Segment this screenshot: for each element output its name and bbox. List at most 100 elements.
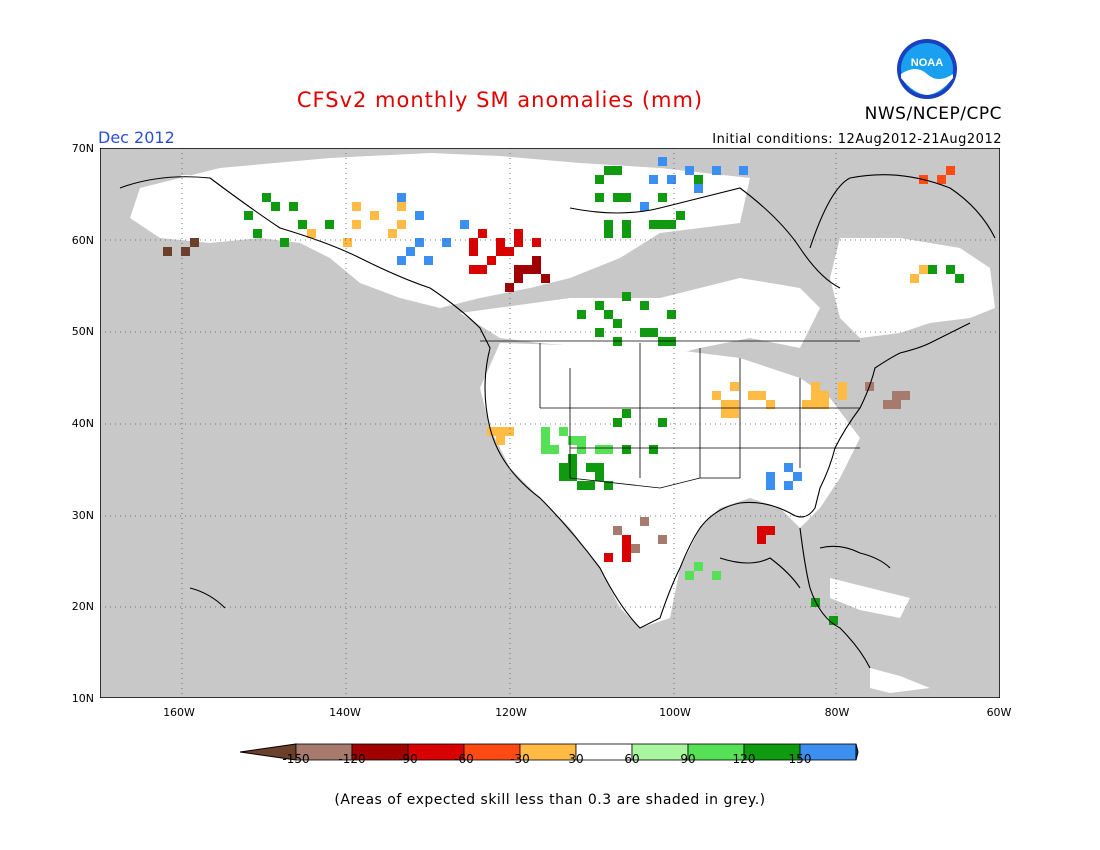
lat-label-10n: 10N	[71, 692, 94, 705]
anomaly-cell	[217, 202, 226, 211]
colorbar-arrow-high	[855, 743, 859, 761]
graticule	[100, 148, 1000, 698]
anomaly-cell	[577, 445, 586, 454]
anomaly-cell	[460, 220, 469, 229]
anomaly-cell	[550, 445, 559, 454]
anomaly-cell	[478, 265, 487, 274]
anomaly-cell	[514, 265, 523, 274]
anomaly-cell	[496, 247, 505, 256]
anomaly-cell	[604, 310, 613, 319]
colorbar-tick-label: -90	[398, 752, 418, 766]
lat-label-50n: 50N	[71, 325, 94, 338]
anomaly-cell	[478, 229, 487, 238]
anomaly-cell	[253, 184, 262, 193]
lat-label-60n: 60N	[71, 234, 94, 247]
anomaly-cell	[658, 535, 667, 544]
anomaly-cell	[577, 481, 586, 490]
anomaly-cell	[541, 274, 550, 283]
colorbar-tick-label: 30	[568, 752, 584, 766]
anomaly-cell	[712, 571, 721, 580]
anomaly-cell	[613, 193, 622, 202]
anomaly-cell	[469, 265, 478, 274]
agency-label: NWS/NCEP/CPC	[864, 104, 1002, 124]
anomaly-cell	[469, 247, 478, 256]
colorbar-tick-label: -150	[282, 752, 310, 766]
anomaly-cell	[424, 256, 433, 265]
logo-text: NOAA	[911, 57, 943, 69]
anomaly-cell	[622, 553, 631, 562]
anomaly-cell	[622, 409, 631, 418]
anomaly-cell	[595, 463, 604, 472]
anomaly-cell	[397, 202, 406, 211]
anomaly-cell	[712, 391, 721, 400]
lon-label-60w: 60W	[986, 706, 1012, 719]
anomaly-cell	[685, 166, 694, 175]
anomaly-cell	[622, 220, 631, 229]
anomaly-cell	[613, 166, 622, 175]
lon-label-100w: 100W	[659, 706, 691, 719]
anomaly-cell	[730, 382, 739, 391]
anomaly-cell	[496, 238, 505, 247]
anomaly-cell	[352, 202, 361, 211]
lat-label-40n: 40N	[71, 417, 94, 430]
lon-label-80w: 80W	[824, 706, 850, 719]
colorbar-tick-label: 120	[732, 752, 756, 766]
anomaly-cell	[946, 265, 955, 274]
anomaly-cell	[658, 193, 667, 202]
anomaly-cell	[883, 400, 892, 409]
anomaly-cell	[631, 544, 640, 553]
anomaly-cell	[442, 238, 451, 247]
colorbar-tick-label: 90	[680, 752, 696, 766]
anomaly-cell	[397, 193, 406, 202]
anomaly-cell	[406, 247, 415, 256]
anomaly-cell	[613, 319, 622, 328]
anomaly-cell	[595, 472, 604, 481]
anomaly-cell	[595, 445, 604, 454]
anomaly-cell	[820, 391, 829, 400]
lon-label-160w: 160W	[163, 706, 195, 719]
chart-title: CFSv2 monthly SM anomalies (mm)	[296, 88, 704, 112]
anomaly-cell	[622, 193, 631, 202]
anomaly-cell	[514, 274, 523, 283]
colorbar-tick-label: -60	[454, 752, 474, 766]
anomaly-cell	[811, 400, 820, 409]
anomaly-cell	[649, 328, 658, 337]
anomaly-cell	[397, 256, 406, 265]
anomaly-cell	[640, 517, 649, 526]
anomaly-cell	[766, 481, 775, 490]
anomaly-cell	[604, 445, 613, 454]
anomaly-cell	[676, 211, 685, 220]
anomaly-cell	[595, 193, 604, 202]
anomaly-cell	[622, 544, 631, 553]
colorbar-tick-label: 150	[788, 752, 812, 766]
lat-label-20n: 20N	[71, 600, 94, 613]
anomaly-cell	[559, 427, 568, 436]
anomaly-cell	[523, 265, 532, 274]
anomaly-cell	[937, 175, 946, 184]
anomaly-cell	[757, 391, 766, 400]
anomaly-cell	[568, 463, 577, 472]
anomaly-cell	[514, 238, 523, 247]
anomaly-cell	[766, 472, 775, 481]
anomaly-cell	[928, 265, 937, 274]
footnote: (Areas of expected skill less than 0.3 a…	[334, 792, 766, 808]
anomaly-cell	[244, 193, 253, 202]
anomaly-cell	[244, 211, 253, 220]
anomaly-cell	[271, 202, 280, 211]
anomaly-cell	[253, 229, 262, 238]
anomaly-cell	[712, 166, 721, 175]
anomaly-cell	[586, 463, 595, 472]
anomaly-cell	[694, 184, 703, 193]
anomaly-cell	[901, 391, 910, 400]
boundaries	[480, 340, 860, 489]
anomaly-cell	[757, 535, 766, 544]
anomaly-cell	[667, 220, 676, 229]
anomaly-cell	[667, 337, 676, 346]
anomaly-cell	[730, 400, 739, 409]
anomaly-cell	[568, 472, 577, 481]
anomaly-cell	[370, 211, 379, 220]
lat-label-30n: 30N	[71, 509, 94, 522]
forecast-period: Dec 2012	[98, 128, 175, 147]
anomaly-cell	[532, 265, 541, 274]
anomaly-cell	[622, 292, 631, 301]
